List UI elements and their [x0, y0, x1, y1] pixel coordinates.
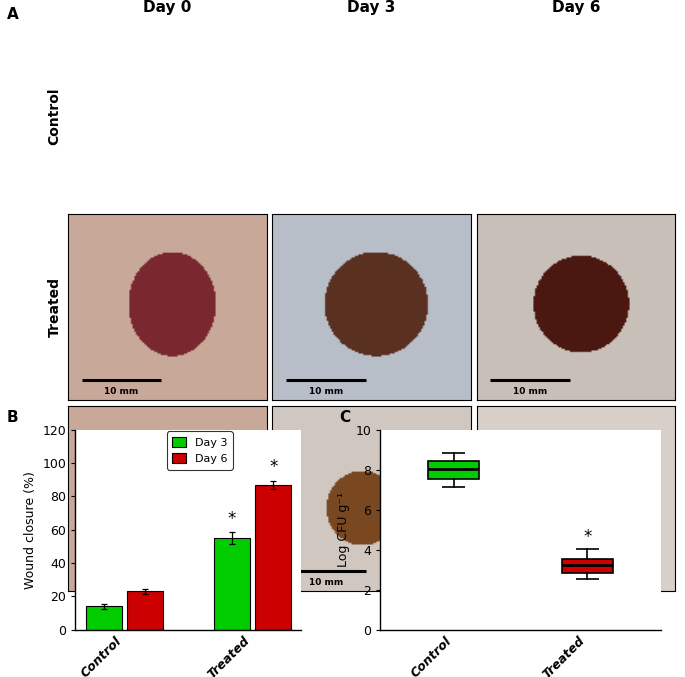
Text: Day 6: Day 6: [551, 0, 600, 15]
Bar: [562, 559, 613, 573]
Text: *: *: [228, 510, 236, 528]
Text: Treated: Treated: [48, 277, 62, 337]
Text: *: *: [584, 528, 592, 546]
Bar: [428, 461, 479, 479]
Text: 10 mm: 10 mm: [309, 578, 343, 588]
Text: A: A: [7, 7, 18, 22]
Y-axis label: Log CFU g⁻¹: Log CFU g⁻¹: [337, 492, 350, 567]
Text: Day 3: Day 3: [347, 0, 396, 15]
Text: 10 mm: 10 mm: [104, 387, 138, 396]
Text: *: *: [269, 458, 277, 477]
Text: B: B: [7, 410, 18, 424]
Text: Day 0: Day 0: [143, 0, 191, 15]
Text: 10 mm: 10 mm: [309, 387, 343, 396]
Legend: Day 3, Day 6: Day 3, Day 6: [167, 431, 233, 470]
Text: 10 mm: 10 mm: [513, 578, 547, 588]
Bar: [127, 591, 163, 630]
Bar: [255, 485, 291, 630]
Bar: [86, 607, 122, 630]
Text: Control: Control: [48, 87, 62, 145]
Y-axis label: Wound closure (%): Wound closure (%): [24, 471, 37, 589]
Text: C: C: [339, 410, 350, 424]
Text: 10 mm: 10 mm: [104, 578, 138, 588]
Text: 10 mm: 10 mm: [513, 387, 547, 396]
Bar: [214, 538, 250, 630]
